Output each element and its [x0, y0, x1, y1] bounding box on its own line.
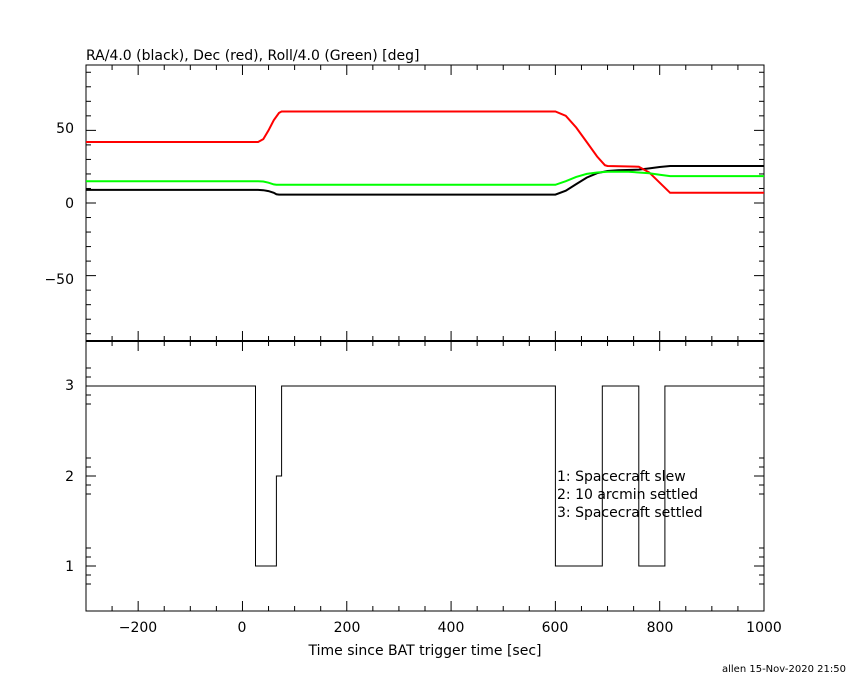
top-plot-frame — [85, 64, 765, 342]
xtick-label-800: 800 — [647, 620, 674, 636]
top-panel: RA/4.0 (black), Dec (red), Roll/4.0 (Gre… — [44, 48, 765, 342]
annotation-spacecraft-settled: 3: Spacecraft settled — [557, 505, 703, 521]
bottom-ytick-label-2: 2 — [65, 469, 74, 485]
top-axis-ticks — [85, 65, 765, 341]
bottom-ytick-label-3: 3 — [65, 378, 74, 394]
xtick-label-600: 600 — [542, 620, 569, 636]
annotation-slew: 1: Spacecraft slew — [557, 469, 686, 485]
top-chart-title: RA/4.0 (black), Dec (red), Roll/4.0 (Gre… — [86, 48, 419, 64]
top-ytick-label-50: 50 — [56, 121, 74, 137]
bottom-panel: 3 2 1 −200 0 200 400 600 800 1000 Time s… — [65, 340, 782, 659]
settle-status-step-line — [86, 385, 764, 567]
top-series — [86, 110, 764, 196]
top-series-line-1 — [86, 110, 764, 194]
footer-stamp: allen 15-Nov-2020 21:50 — [722, 664, 846, 675]
bottom-axis-ticks — [85, 341, 765, 611]
bottom-y-tick-labels: 3 2 1 — [65, 378, 74, 575]
legend-annotations: 1: Spacecraft slew 2: 10 arcmin settled … — [557, 469, 703, 521]
bottom-ytick-label-1: 1 — [65, 559, 74, 575]
xtick-label-1000: 1000 — [746, 620, 782, 636]
annotation-10-arcmin-settled: 2: 10 arcmin settled — [557, 487, 698, 503]
xtick-label-400: 400 — [438, 620, 465, 636]
xtick-label-0: 0 — [238, 620, 247, 636]
top-series-line-0 — [86, 165, 764, 196]
top-ytick-label-0: 0 — [65, 196, 74, 212]
top-ytick-label-neg50: −50 — [44, 272, 74, 288]
xtick-label-200: 200 — [334, 620, 361, 636]
top-series-line-2 — [86, 170, 764, 186]
top-y-tick-labels: 50 0 −50 — [44, 121, 74, 288]
x-axis-label: Time since BAT trigger time [sec] — [308, 643, 542, 659]
xtick-label-neg200: −200 — [119, 620, 157, 636]
bottom-series — [86, 385, 764, 567]
x-tick-labels: −200 0 200 400 600 800 1000 — [119, 620, 782, 636]
